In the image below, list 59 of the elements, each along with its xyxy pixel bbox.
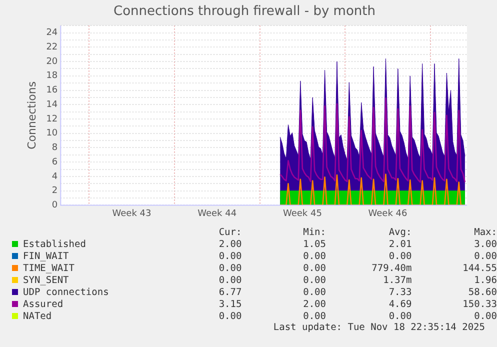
legend-label: TIME_WAIT — [22, 263, 76, 275]
y-tick-label: 8 — [52, 143, 58, 154]
x-tick-label: Week 45 — [282, 208, 322, 219]
text: 0.00 — [302, 251, 326, 263]
text: Min: — [302, 227, 326, 239]
text: 0.00 — [473, 311, 497, 323]
text: Avg: — [388, 227, 412, 239]
text: 0.00 — [473, 251, 497, 263]
y-tick-label: 0 — [52, 200, 58, 211]
text: 58.60 — [467, 287, 497, 299]
y-tick-label: 10 — [46, 128, 58, 139]
text: 3.00 — [473, 239, 497, 251]
text: 0.00 — [388, 251, 412, 263]
text: 150.33 — [462, 299, 497, 311]
text: 0.00 — [302, 287, 326, 299]
text: 4.69 — [388, 299, 412, 311]
text: 7.33 — [388, 287, 412, 299]
chart-title: Connections through firewall - by month — [114, 4, 376, 20]
x-tick-label: Week 44 — [198, 208, 237, 219]
text: 6.77 — [218, 287, 242, 299]
x-tick-label: Week 46 — [368, 208, 408, 219]
legend-label: UDP connections — [22, 287, 110, 299]
text: 0.00 — [218, 275, 242, 287]
text: 0.00 — [302, 311, 326, 322]
legend-label: FIN_WAIT — [22, 251, 70, 263]
text: 1.05 — [302, 239, 326, 251]
text: 2.00 — [302, 299, 326, 311]
y-axis-title: Connections — [25, 81, 38, 150]
text: Max: — [473, 227, 497, 239]
y-tick-label: 2 — [52, 186, 58, 196]
text: 0.00 — [218, 263, 242, 275]
text: Last update: Tue Nov 18 22:35:14 2025 — [273, 322, 485, 333]
text: 3.15 — [218, 299, 242, 311]
text: 0.00 — [302, 275, 326, 287]
y-tick-label: 16 — [46, 86, 58, 96]
text: 0.00 — [218, 311, 242, 323]
legend-label: Assured — [22, 299, 64, 311]
y-tick-label: 20 — [46, 56, 58, 67]
legend-label: SYN_SENT — [22, 275, 70, 287]
text: 1.96 — [473, 275, 497, 287]
legend-label: Established — [22, 239, 87, 251]
text: 0.00 — [218, 251, 242, 263]
x-tick-label: Week 43 — [112, 208, 152, 219]
text: 144.55 — [462, 263, 497, 275]
y-tick-label: 12 — [46, 114, 58, 124]
y-tick-label: 24 — [46, 28, 58, 38]
text: 1.37m — [382, 275, 412, 287]
text: 0.00 — [388, 311, 412, 323]
y-tick-label: 22 — [46, 42, 58, 52]
y-tick-label: 18 — [46, 71, 58, 82]
text: 779.40m — [370, 263, 412, 275]
y-tick-label: 6 — [52, 157, 58, 168]
legend-label: NATed — [22, 311, 53, 323]
text: Cur: — [218, 227, 242, 239]
text: 2.01 — [388, 239, 412, 251]
y-tick-label: 14 — [46, 100, 58, 110]
y-tick-label: 4 — [52, 172, 58, 182]
text: 0.00 — [302, 263, 326, 275]
text: 2.00 — [218, 239, 242, 251]
